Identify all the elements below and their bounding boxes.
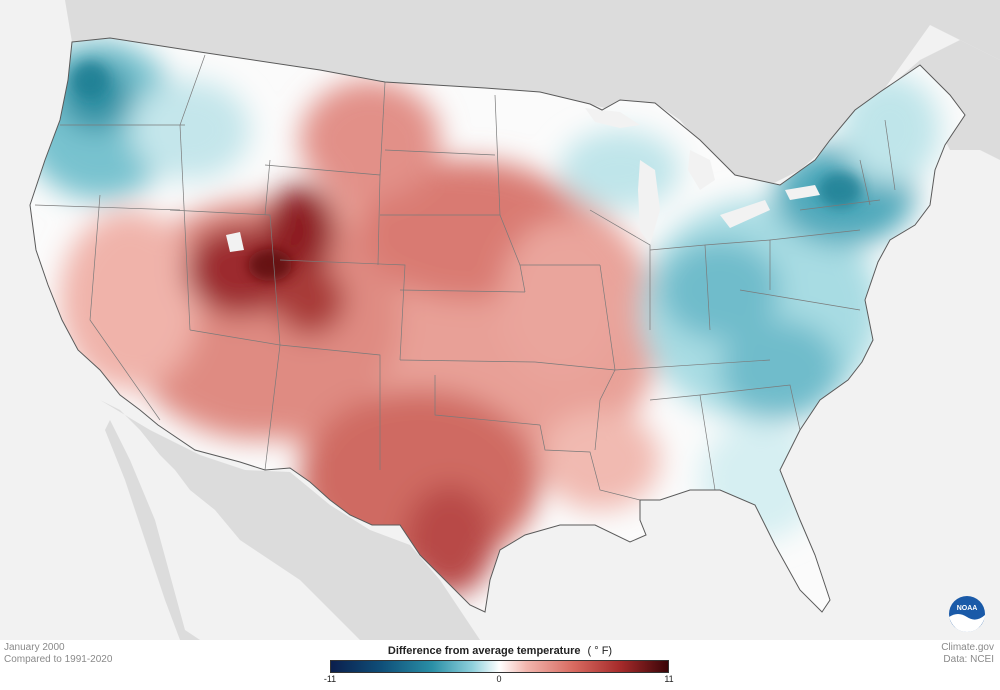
noaa-logo-text: NOAA xyxy=(957,605,978,612)
legend-title: Difference from average temperature ( ° … xyxy=(0,645,1000,657)
footer: January 2000 Compared to 1991-2020 Diffe… xyxy=(0,640,1000,690)
legend-tick-max: 11 xyxy=(664,674,674,684)
anomaly-field xyxy=(30,40,940,595)
lake-erie xyxy=(720,200,770,228)
legend-tick-min: -11 xyxy=(323,674,337,684)
source-label: Climate.gov xyxy=(941,642,994,653)
source-credits: Climate.gov Data: NCEI xyxy=(941,642,994,666)
great-salt-lake xyxy=(226,232,244,252)
legend-units: ( ° F) xyxy=(587,645,613,657)
state-borders xyxy=(34,54,896,501)
map-caption: January 2000 Compared to 1991-2020 xyxy=(4,642,112,666)
lake-ontario xyxy=(785,185,820,200)
comparison-label: Compared to 1991-2020 xyxy=(4,654,113,665)
lake-michigan xyxy=(638,160,660,245)
data-source-label: Data: NCEI xyxy=(943,654,994,665)
map-area: NOAA xyxy=(29,0,1000,640)
surrounding-land xyxy=(60,0,1000,640)
legend-tick-zero: 0 xyxy=(496,674,502,684)
lake-superior xyxy=(585,108,640,128)
canada-maritime xyxy=(880,40,1000,160)
period-label: January 2000 xyxy=(4,642,65,653)
temperature-anomaly-map xyxy=(29,0,1000,640)
mexico-landmass xyxy=(100,400,480,640)
noaa-logo-icon: NOAA xyxy=(949,596,985,632)
lake-huron xyxy=(688,150,715,190)
baja-peninsula xyxy=(105,420,200,640)
canada-landmass xyxy=(60,0,1000,190)
color-scale-bar xyxy=(330,660,669,673)
legend-title-text: Difference from average temperature xyxy=(387,645,581,657)
